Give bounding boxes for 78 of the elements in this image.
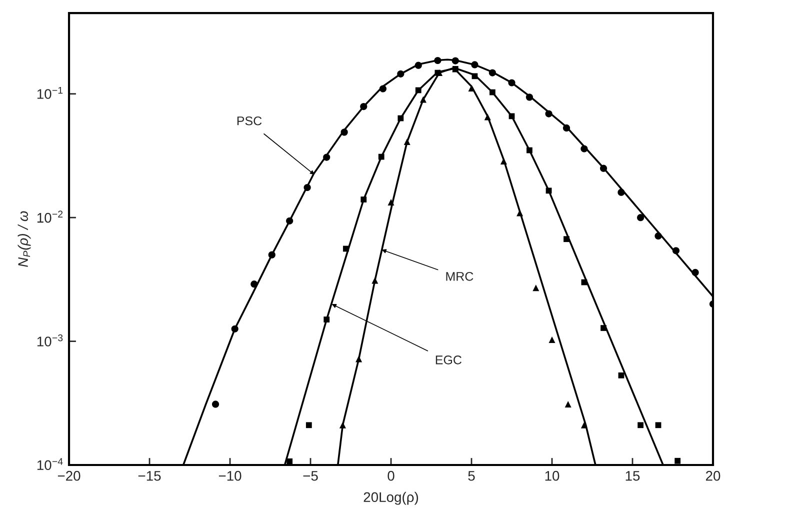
x-tick-label: −20	[58, 470, 80, 481]
point	[637, 214, 644, 222]
point	[618, 372, 624, 378]
point	[231, 325, 238, 332]
y-axis-title: N$_{P}$(ρ) / ω	[18, 211, 31, 267]
point	[415, 87, 422, 94]
point	[655, 422, 662, 428]
point	[404, 138, 410, 146]
point	[356, 356, 362, 362]
y-tick-label: 10$^{−2}$	[37, 210, 63, 223]
point	[212, 400, 220, 408]
x-tick-label: 15	[626, 471, 640, 481]
point	[342, 246, 349, 252]
point	[500, 158, 507, 165]
point	[526, 147, 532, 154]
point	[618, 188, 625, 196]
point	[378, 154, 384, 160]
point	[580, 145, 588, 152]
point	[489, 89, 496, 96]
point	[372, 277, 378, 284]
x-tick-label: 0	[388, 470, 394, 481]
point	[388, 198, 394, 206]
point	[638, 422, 644, 428]
x-axis-title: 20Log(ρ)	[364, 492, 418, 505]
point	[286, 217, 294, 224]
point	[564, 400, 572, 408]
x-tick-label: −15	[138, 471, 161, 481]
point	[434, 56, 442, 64]
point	[379, 85, 386, 92]
x-tick-label: 20	[706, 470, 720, 481]
point	[692, 268, 699, 276]
annotation: MRC	[446, 272, 474, 281]
point	[516, 210, 524, 216]
point	[546, 188, 552, 194]
y-tick-label: 10$^{−3}$	[37, 334, 63, 346]
point	[339, 422, 346, 428]
annotation: PSC	[237, 116, 262, 126]
x-tick-label: −10	[218, 470, 242, 481]
point	[674, 458, 681, 464]
point	[452, 66, 458, 72]
point	[324, 316, 330, 322]
point	[452, 57, 459, 64]
point	[323, 154, 330, 161]
point	[304, 184, 311, 192]
point	[398, 115, 404, 122]
point	[472, 73, 478, 80]
point	[306, 422, 312, 428]
point	[526, 94, 534, 101]
point	[654, 232, 662, 240]
point	[580, 422, 588, 428]
point	[471, 61, 478, 68]
y-tick-label: 10$^{−1}$	[37, 86, 63, 99]
point	[484, 114, 491, 120]
point	[286, 458, 293, 464]
y-tick-label: 10$^{−4}$	[37, 458, 63, 470]
point	[340, 128, 348, 136]
point	[250, 280, 258, 288]
point	[600, 164, 608, 172]
x-tick-label: −5	[303, 471, 318, 481]
point	[508, 113, 515, 120]
point	[508, 79, 516, 86]
point	[545, 110, 552, 118]
point	[268, 251, 276, 258]
point	[548, 336, 556, 343]
point	[397, 70, 404, 78]
x-tick-label: 10	[545, 470, 560, 481]
point	[360, 102, 368, 110]
point	[488, 69, 496, 76]
point	[600, 325, 606, 331]
point	[360, 196, 367, 202]
point	[564, 236, 570, 242]
point	[532, 284, 540, 292]
annotation: EGC	[436, 355, 462, 364]
point	[414, 62, 422, 69]
point	[672, 247, 680, 254]
x-tick-label: 5	[468, 471, 475, 481]
point	[562, 124, 570, 132]
point	[420, 96, 426, 103]
